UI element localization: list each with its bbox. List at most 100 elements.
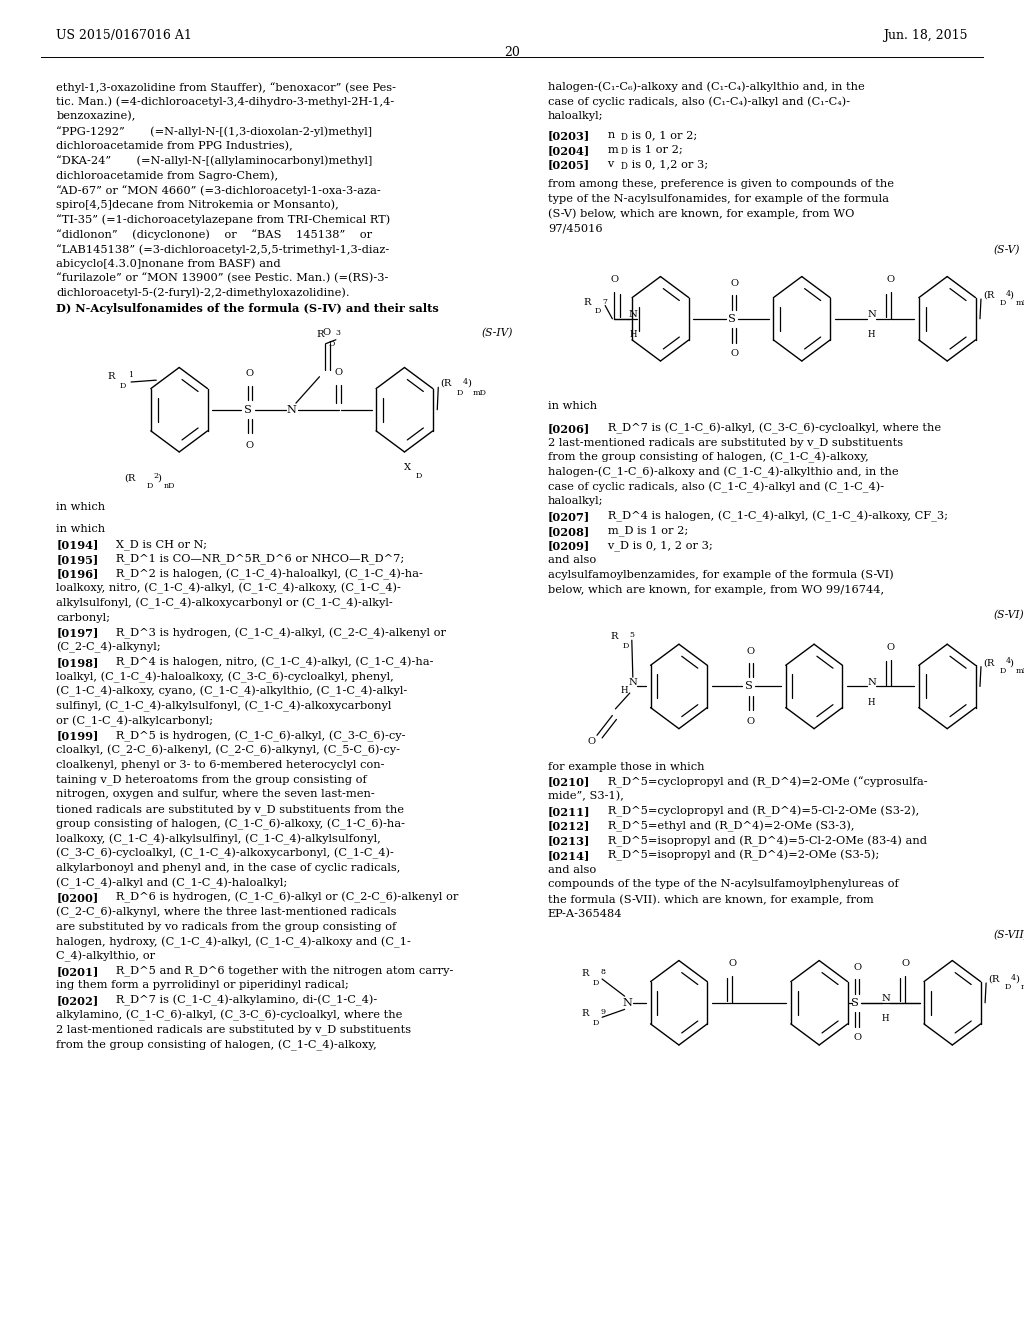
Text: “didlonon”    (dicyclonone)    or    “BAS    145138”    or: “didlonon” (dicyclonone) or “BAS 145138”…: [56, 230, 373, 240]
Text: (S-IV): (S-IV): [481, 327, 513, 338]
Text: “AD-67” or “MON 4660” (=3-dichloroacetyl-1-oxa-3-aza-: “AD-67” or “MON 4660” (=3-dichloroacetyl…: [56, 185, 381, 195]
Text: [0214]: [0214]: [548, 850, 590, 861]
Text: D: D: [1005, 983, 1011, 991]
Text: D: D: [999, 298, 1006, 308]
Text: [0196]: [0196]: [56, 569, 98, 579]
Text: R_D^4 is halogen, (C_1-C_4)-alkyl, (C_1-C_4)-alkoxy, CF_3;: R_D^4 is halogen, (C_1-C_4)-alkyl, (C_1-…: [597, 511, 948, 523]
Text: ): ): [1010, 290, 1014, 300]
Text: [0208]: [0208]: [548, 525, 590, 537]
Text: O: O: [887, 276, 895, 285]
Text: ): ): [1010, 659, 1014, 667]
Text: case of cyclic radicals, also (C₁-C₄)-alkyl and (C₁-C₄)-: case of cyclic radicals, also (C₁-C₄)-al…: [548, 96, 850, 107]
Text: 4: 4: [1006, 289, 1011, 298]
Text: mD: mD: [1016, 667, 1024, 675]
Text: (C_1-C_4)-alkoxy, cyano, (C_1-C_4)-alkylthio, (C_1-C_4)-alkyl-: (C_1-C_4)-alkoxy, cyano, (C_1-C_4)-alkyl…: [56, 686, 408, 697]
Text: H: H: [882, 1014, 890, 1023]
Text: EP-A-365484: EP-A-365484: [548, 909, 623, 919]
Text: “PPG-1292”       (=N-allyl-N-[(1,3-dioxolan-2-yl)methyl]: “PPG-1292” (=N-allyl-N-[(1,3-dioxolan-2-…: [56, 125, 373, 137]
Text: ): ): [1015, 974, 1019, 983]
Text: N: N: [287, 405, 297, 414]
Text: D: D: [623, 642, 629, 649]
Text: from the group consisting of halogen, (C_1-C_4)-alkoxy,: from the group consisting of halogen, (C…: [548, 453, 868, 463]
Text: is 1 or 2;: is 1 or 2;: [628, 145, 682, 154]
Text: O: O: [853, 1034, 861, 1041]
Text: 8: 8: [600, 969, 605, 977]
Text: and also: and also: [548, 865, 596, 875]
Text: and also: and also: [548, 556, 596, 565]
Text: [0198]: [0198]: [56, 656, 98, 668]
Text: acylsulfamoylbenzamides, for example of the formula (S-VI): acylsulfamoylbenzamides, for example of …: [548, 570, 894, 581]
Text: R_D^5=cyclopropyl and (R_D^4)=2-OMe (“cyprosulfa-: R_D^5=cyclopropyl and (R_D^4)=2-OMe (“cy…: [597, 776, 928, 788]
Text: 4: 4: [1011, 974, 1016, 982]
Text: “furilazole” or “MON 13900” (see Pestic. Man.) (=(RS)-3-: “furilazole” or “MON 13900” (see Pestic.…: [56, 273, 389, 284]
Text: [0207]: [0207]: [548, 511, 590, 521]
Text: S: S: [244, 405, 252, 414]
Text: mD: mD: [1016, 298, 1024, 308]
Text: N: N: [867, 310, 876, 319]
Text: D: D: [595, 306, 601, 315]
Text: n: n: [597, 129, 615, 140]
Text: O: O: [246, 441, 254, 450]
Text: alkylsulfonyl, (C_1-C_4)-alkoxycarbonyl or (C_1-C_4)-alkyl-: alkylsulfonyl, (C_1-C_4)-alkoxycarbonyl …: [56, 598, 393, 609]
Text: nD: nD: [164, 482, 175, 490]
Text: dichloroacetamide from PPG Industries),: dichloroacetamide from PPG Industries),: [56, 141, 293, 150]
Text: R_D^1 is CO—NR_D^5R_D^6 or NHCO—R_D^7;: R_D^1 is CO—NR_D^5R_D^6 or NHCO—R_D^7;: [105, 553, 404, 565]
Text: in which: in which: [56, 524, 105, 535]
Text: R: R: [108, 372, 116, 381]
Text: from among these, preference is given to compounds of the: from among these, preference is given to…: [548, 180, 894, 189]
Text: 1: 1: [128, 371, 133, 379]
Text: D: D: [621, 162, 628, 172]
Text: mide”, S3-1),: mide”, S3-1),: [548, 791, 624, 801]
Text: O: O: [335, 368, 343, 376]
Text: O: O: [610, 276, 618, 285]
Text: D: D: [457, 388, 463, 396]
Text: R_D^5 is hydrogen, (C_1-C_6)-alkyl, (C_3-C_6)-cy-: R_D^5 is hydrogen, (C_1-C_6)-alkyl, (C_3…: [105, 730, 406, 742]
Text: carbonyl;: carbonyl;: [56, 612, 111, 623]
Text: in which: in which: [548, 401, 597, 411]
Text: abicyclo[4.3.0]nonane from BASF) and: abicyclo[4.3.0]nonane from BASF) and: [56, 259, 281, 269]
Text: or (C_1-C_4)-alkylcarbonyl;: or (C_1-C_4)-alkylcarbonyl;: [56, 715, 213, 727]
Text: S: S: [744, 681, 753, 692]
Text: R_D^5 and R_D^6 together with the nitrogen atom carry-: R_D^5 and R_D^6 together with the nitrog…: [105, 966, 454, 977]
Text: alkylamino, (C_1-C_6)-alkyl, (C_3-C_6)-cycloalkyl, where the: alkylamino, (C_1-C_6)-alkyl, (C_3-C_6)-c…: [56, 1010, 402, 1022]
Text: [0213]: [0213]: [548, 836, 590, 846]
Text: is 0, 1 or 2;: is 0, 1 or 2;: [628, 129, 697, 140]
Text: R_D^5=isopropyl and (R_D^4)=2-OMe (S3-5);: R_D^5=isopropyl and (R_D^4)=2-OMe (S3-5)…: [597, 850, 880, 861]
Text: taining v_D heteroatoms from the group consisting of: taining v_D heteroatoms from the group c…: [56, 775, 367, 785]
Text: [0204]: [0204]: [548, 145, 590, 156]
Text: [0199]: [0199]: [56, 730, 98, 742]
Text: are substituted by vo radicals from the group consisting of: are substituted by vo radicals from the …: [56, 921, 396, 932]
Text: [0195]: [0195]: [56, 553, 98, 565]
Text: halogen, hydroxy, (C_1-C_4)-alkyl, (C_1-C_4)-alkoxy and (C_1-: halogen, hydroxy, (C_1-C_4)-alkyl, (C_1-…: [56, 936, 412, 948]
Text: spiro[4,5]decane from Nitrokemia or Monsanto),: spiro[4,5]decane from Nitrokemia or Mons…: [56, 199, 339, 210]
Text: 4: 4: [1006, 657, 1011, 665]
Text: R_D^5=cyclopropyl and (R_D^4)=5-Cl-2-OMe (S3-2),: R_D^5=cyclopropyl and (R_D^4)=5-Cl-2-OMe…: [597, 805, 920, 817]
Text: (C_3-C_6)-cycloalkyl, (C_1-C_4)-alkoxycarbonyl, (C_1-C_4)-: (C_3-C_6)-cycloalkyl, (C_1-C_4)-alkoxyca…: [56, 847, 394, 859]
Text: [0212]: [0212]: [548, 821, 590, 832]
Text: (S-VI): (S-VI): [993, 610, 1024, 620]
Text: 7: 7: [602, 297, 607, 306]
Text: D: D: [146, 482, 153, 490]
Text: 2: 2: [154, 471, 159, 479]
Text: D: D: [999, 667, 1006, 675]
Text: “TI-35” (=1-dichoroacetylazepane from TRI-Chemical RT): “TI-35” (=1-dichoroacetylazepane from TR…: [56, 214, 390, 226]
Text: R_D^6 is hydrogen, (C_1-C_6)-alkyl or (C_2-C_6)-alkenyl or: R_D^6 is hydrogen, (C_1-C_6)-alkyl or (C…: [105, 892, 459, 903]
Text: group consisting of halogen, (C_1-C_6)-alkoxy, (C_1-C_6)-ha-: group consisting of halogen, (C_1-C_6)-a…: [56, 818, 406, 830]
Text: m_D is 1 or 2;: m_D is 1 or 2;: [597, 525, 688, 536]
Text: O: O: [588, 738, 596, 746]
Text: R: R: [581, 969, 589, 978]
Text: alkylarbonoyl and phenyl and, in the case of cyclic radicals,: alkylarbonoyl and phenyl and, in the cas…: [56, 863, 400, 873]
Text: D: D: [593, 979, 599, 987]
Text: S: S: [728, 314, 736, 323]
Text: [0209]: [0209]: [548, 540, 590, 552]
Text: 5: 5: [630, 631, 635, 639]
Text: ): ): [467, 379, 471, 388]
Text: (R: (R: [440, 379, 452, 388]
Text: the formula (S-VII). which are known, for example, from: the formula (S-VII). which are known, fo…: [548, 894, 873, 904]
Text: H: H: [629, 330, 637, 339]
Text: N: N: [882, 994, 890, 1003]
Text: D: D: [120, 381, 126, 389]
Text: X: X: [404, 463, 411, 473]
Text: O: O: [746, 717, 755, 726]
Text: D: D: [329, 339, 335, 347]
